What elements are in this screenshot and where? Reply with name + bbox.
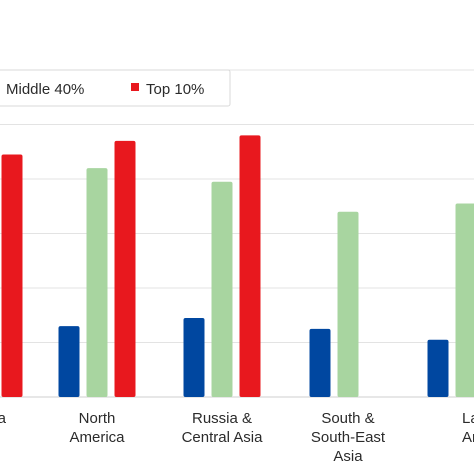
x-tick-label: North America <box>69 410 125 446</box>
bar-series-2-category-0 <box>1 154 23 397</box>
legend-box <box>0 69 231 107</box>
x-tick-label: Russia & Central Asia <box>182 410 264 446</box>
legend-label-top-10: Top 10% <box>146 81 204 98</box>
bar-series-0-category-3 <box>309 328 331 397</box>
legend-label-middle-40: Middle 40% <box>6 81 84 98</box>
x-tick-label: South & South-East Asia <box>311 410 386 465</box>
bar-series-1-category-1 <box>86 168 108 397</box>
bar-series-0-category-2 <box>183 317 205 397</box>
bar-series-1-category-2 <box>211 181 233 397</box>
gridlines <box>0 69 474 343</box>
bar-series-2-category-2 <box>239 135 261 397</box>
x-tick-labels: a North America Russia & Central Asia South &… <box>0 410 474 465</box>
x-tick-label: a <box>0 410 7 427</box>
bar-series-1-category-3 <box>337 211 359 397</box>
legend-swatch-top-10 <box>131 83 139 91</box>
bar-series-0-category-1 <box>58 326 80 397</box>
x-tick-label: LatAme <box>462 410 474 446</box>
bar-series-0-category-4 <box>427 339 449 397</box>
bar-series-2-category-1 <box>114 140 136 397</box>
bars <box>1 135 474 397</box>
bar-series-1-category-4 <box>455 203 474 397</box>
legend: Middle 40% Top 10% <box>0 69 231 107</box>
